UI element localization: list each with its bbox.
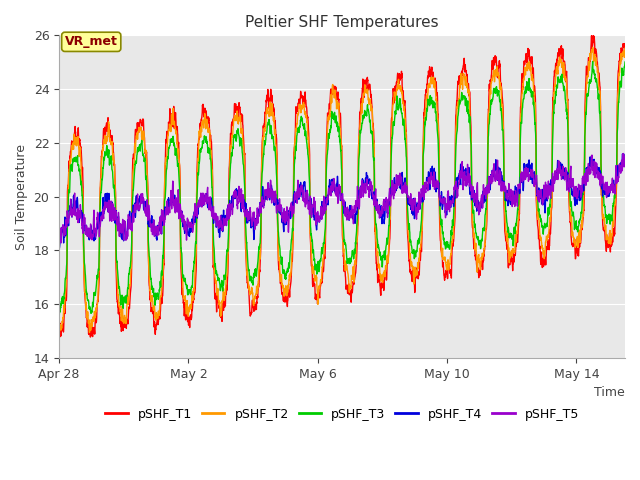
pSHF_T2 [136,124,144,130]
pSHF_T1 [86,334,94,340]
pSHF_T4 [136,193,144,199]
pSHF_T4 [619,151,627,157]
pSHF_T2 [263,107,271,113]
Text: VR_met: VR_met [65,36,118,48]
pSHF_T3 [356,133,364,139]
pSHF_T5 [55,239,63,245]
pSHF_T5 [620,151,627,156]
pSHF_T2 [356,123,364,129]
pSHF_T4 [55,246,63,252]
pSHF_T1 [455,81,463,87]
pSHF_T4 [356,190,364,196]
pSHF_T3 [55,317,63,323]
pSHF_T3 [263,128,271,134]
pSHF_T2 [621,45,629,51]
Line: pSHF_T3: pSHF_T3 [59,61,625,320]
pSHF_T4 [263,192,271,198]
pSHF_T1 [554,50,562,56]
pSHF_T4 [554,157,562,163]
pSHF_T4 [621,152,629,157]
pSHF_T4 [454,173,462,179]
pSHF_T3 [557,75,565,81]
pSHF_T1 [621,46,629,51]
pSHF_T2 [554,72,562,77]
pSHF_T1 [55,323,63,328]
pSHF_T5 [263,191,271,197]
pSHF_T2 [454,100,462,106]
pSHF_T5 [621,153,629,159]
pSHF_T3 [136,148,144,154]
X-axis label: Time: Time [595,386,625,399]
pSHF_T5 [557,177,565,182]
pSHF_T1 [557,43,565,48]
pSHF_T1 [136,117,144,123]
pSHF_T2 [557,57,565,62]
pSHF_T1 [263,92,271,98]
pSHF_T3 [621,59,629,65]
pSHF_T2 [55,334,63,340]
pSHF_T2 [589,44,596,50]
Legend: pSHF_T1, pSHF_T2, pSHF_T3, pSHF_T4, pSHF_T5: pSHF_T1, pSHF_T2, pSHF_T3, pSHF_T4, pSHF… [100,403,584,426]
pSHF_T3 [589,59,596,64]
pSHF_T1 [356,108,364,114]
Line: pSHF_T2: pSHF_T2 [59,47,625,337]
Line: pSHF_T4: pSHF_T4 [59,154,625,249]
pSHF_T5 [136,200,144,206]
Line: pSHF_T1: pSHF_T1 [59,36,625,337]
Y-axis label: Soil Temperature: Soil Temperature [15,144,28,250]
pSHF_T5 [58,240,65,246]
Title: Peltier SHF Temperatures: Peltier SHF Temperatures [245,15,439,30]
pSHF_T5 [455,180,463,185]
pSHF_T1 [589,33,597,38]
pSHF_T5 [554,168,562,174]
pSHF_T3 [554,75,562,81]
pSHF_T3 [454,108,462,114]
Line: pSHF_T5: pSHF_T5 [59,154,625,243]
pSHF_T5 [356,184,364,190]
pSHF_T4 [557,166,565,171]
